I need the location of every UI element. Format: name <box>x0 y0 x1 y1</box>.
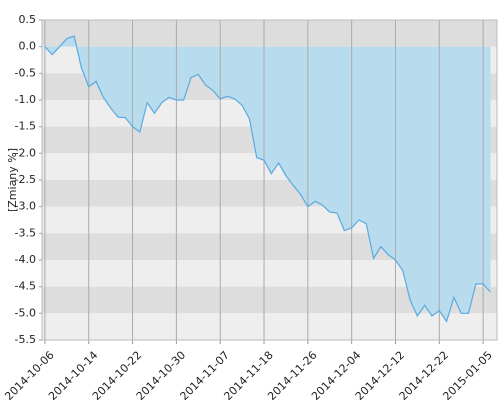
y-tick-label: -5.5 <box>15 333 36 346</box>
y-tick-label: -3.0 <box>15 200 36 213</box>
y-axis-label: [Zmiany %] <box>6 148 19 212</box>
y-tick-label: -5.0 <box>15 306 36 319</box>
band <box>42 20 497 47</box>
y-tick-label: -0.5 <box>15 66 36 79</box>
band <box>42 313 497 340</box>
y-tick-label: -1.0 <box>15 93 36 106</box>
y-tick-label: -4.5 <box>15 280 36 293</box>
y-tick-label: -2.5 <box>15 173 36 186</box>
y-tick-label: 0.0 <box>19 40 37 53</box>
line <box>44 35 491 323</box>
area <box>44 36 491 322</box>
y-tick-label: -3.5 <box>15 226 36 239</box>
y-tick-label: -4.0 <box>15 253 36 266</box>
y-tick-label: 0.5 <box>19 13 37 26</box>
plot-frame <box>41 19 498 341</box>
y-tick-label: -1.5 <box>15 120 36 133</box>
y-tick-label: -2.0 <box>15 146 36 159</box>
